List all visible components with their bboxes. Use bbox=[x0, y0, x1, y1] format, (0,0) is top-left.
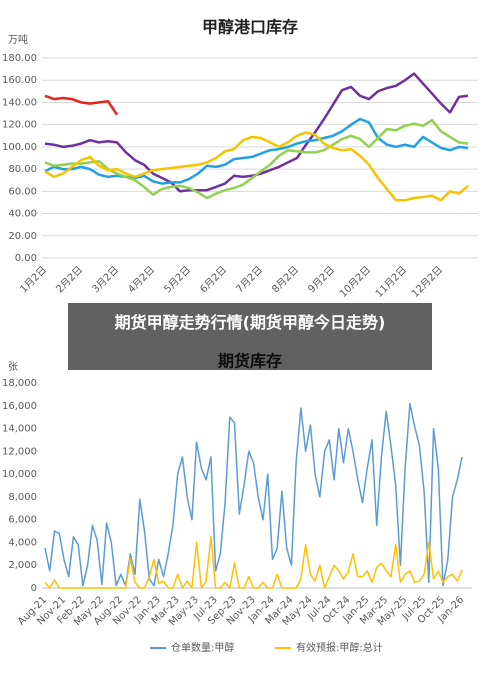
y-tick-label: 20.00 bbox=[8, 231, 37, 242]
x-tick-label: 8月2日 bbox=[270, 264, 302, 296]
series-line bbox=[44, 131, 469, 202]
x-tick-label: 11月2日 bbox=[373, 264, 409, 300]
y-tick-label: 6,000 bbox=[8, 515, 37, 526]
chart-title: 甲醇港口库存 bbox=[202, 18, 298, 37]
y-tick-label: 0 bbox=[31, 583, 37, 594]
y-tick-label: 160.00 bbox=[2, 75, 37, 86]
y-tick-label: 100.00 bbox=[2, 142, 37, 153]
y-tick-label: 16,000 bbox=[2, 401, 37, 412]
series-line bbox=[44, 118, 469, 200]
x-tick-label: 7月2日 bbox=[234, 264, 266, 296]
y-tick-label: 140.00 bbox=[2, 97, 37, 108]
y-tick-label: 8,000 bbox=[8, 492, 37, 503]
x-tick-label: 6月2日 bbox=[198, 264, 230, 296]
series-line bbox=[44, 117, 469, 185]
x-tick-label: 10月2日 bbox=[337, 264, 373, 300]
y-tick-label: 4,000 bbox=[8, 537, 37, 548]
y-tick-label: 18,000 bbox=[2, 378, 37, 389]
x-tick-label: 4月2日 bbox=[126, 264, 158, 296]
x-tick-label: 1月2日 bbox=[18, 264, 50, 296]
x-tick-label: 12月2日 bbox=[409, 264, 445, 300]
y-tick-label: 0.00 bbox=[15, 253, 37, 264]
x-tick-label: 3月2日 bbox=[90, 264, 122, 296]
overlay-title: 期货甲醇走势行情(期货甲醇今日走势) bbox=[68, 303, 432, 370]
y-tick-label: 180.00 bbox=[2, 53, 37, 64]
legend-label: 仓单数量:甲醇 bbox=[171, 641, 234, 654]
series-line bbox=[44, 402, 463, 587]
y-tick-label: 120.00 bbox=[2, 120, 37, 131]
series-line bbox=[44, 94, 119, 116]
legend-label: 有效预报:甲醇:总计 bbox=[296, 641, 383, 654]
x-tick-label: 2月2日 bbox=[54, 264, 86, 296]
x-tick-label: 5月2日 bbox=[162, 264, 194, 296]
y-unit: 张 bbox=[8, 361, 18, 373]
y-tick-label: 60.00 bbox=[8, 186, 37, 197]
y-unit: 万吨 bbox=[8, 33, 28, 46]
y-tick-label: 2,000 bbox=[8, 560, 37, 571]
y-tick-label: 80.00 bbox=[8, 164, 37, 175]
y-tick-label: 14,000 bbox=[2, 424, 37, 435]
y-tick-label: 10,000 bbox=[2, 469, 37, 480]
y-tick-label: 40.00 bbox=[8, 209, 37, 220]
x-tick-label: 9月2日 bbox=[306, 264, 338, 296]
y-tick-label: 12,000 bbox=[2, 446, 37, 457]
series-line bbox=[44, 536, 463, 589]
